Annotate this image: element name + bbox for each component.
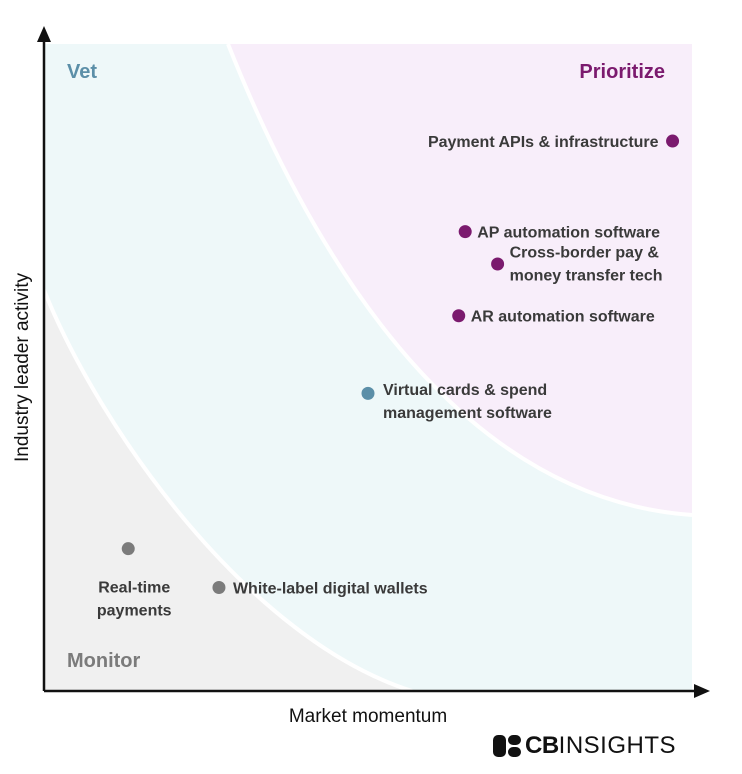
vet-zone-label: Vet — [67, 61, 97, 83]
data-point: Real-time payments — [97, 542, 172, 620]
monitor-boundary — [42, 289, 413, 693]
data-point: Cross-border pay & money transfer tech — [491, 244, 663, 284]
data-points: Payment APIs & infrastructure AP automati… — [97, 134, 680, 620]
data-point-label: Real-time — [98, 580, 170, 597]
data-point-marker — [121, 542, 135, 556]
prioritize-zone — [228, 44, 692, 515]
monitor-zone-label: Monitor — [67, 650, 141, 672]
data-point-marker — [361, 386, 375, 400]
data-point-label: management software — [383, 405, 552, 422]
zone-labels: Vet Prioritize Monitor — [67, 61, 665, 672]
data-point-marker — [212, 580, 226, 594]
data-point-label: Virtual cards & spend — [383, 382, 547, 399]
y-axis-arrow — [37, 26, 51, 42]
prioritize-boundary — [226, 43, 693, 517]
x-axis-label: Market momentum — [289, 706, 447, 727]
data-point: Payment APIs & infrastructure — [428, 134, 680, 151]
x-axis-arrow — [694, 684, 710, 698]
cb-insights-logo: CB INSIGHTS — [492, 732, 676, 760]
logo-text-light: INSIGHTS — [558, 732, 676, 759]
data-point-label: Cross-border pay & — [510, 244, 660, 261]
data-point-label: AP automation software — [477, 225, 660, 242]
logo-text-bold: CB — [524, 732, 559, 759]
data-point-marker — [666, 134, 680, 148]
data-point-label: payments — [97, 603, 172, 620]
data-point: Virtual cards & spend management software — [361, 382, 552, 422]
data-point: AR automation software — [452, 309, 655, 326]
data-point: AP automation software — [458, 225, 660, 242]
monitor-zone — [44, 290, 412, 691]
cb-insights-logo-mark — [492, 735, 521, 757]
data-point-marker — [452, 309, 466, 323]
zone-backgrounds — [42, 43, 693, 693]
data-point-label: AR automation software — [471, 309, 655, 326]
y-axis-label: Industry leader activity — [12, 272, 33, 462]
axes — [37, 26, 710, 698]
data-point-label: White-label digital wallets — [233, 580, 428, 597]
prioritize-zone-label: Prioritize — [579, 61, 665, 83]
data-point-label: money transfer tech — [510, 267, 663, 284]
data-point-marker — [491, 257, 505, 271]
data-point: White-label digital wallets — [212, 580, 428, 597]
data-point-marker — [458, 225, 472, 239]
data-point-label: Payment APIs & infrastructure — [428, 134, 659, 151]
